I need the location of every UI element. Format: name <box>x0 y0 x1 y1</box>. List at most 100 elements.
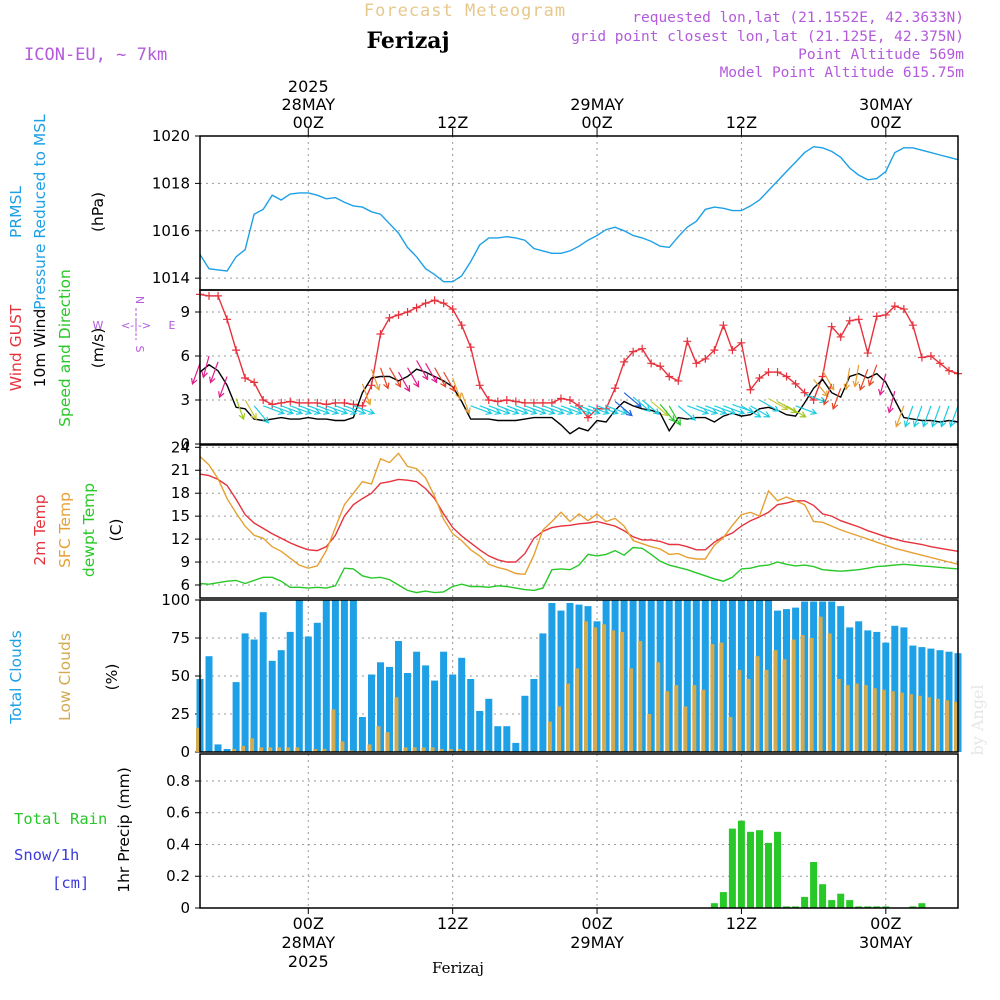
bar-total-rain <box>873 906 881 908</box>
gust-point <box>547 398 556 407</box>
wind-arrow <box>353 405 376 415</box>
bar-total-clouds <box>413 651 421 752</box>
top-time-label: 29MAY <box>570 95 624 114</box>
wind-arrow <box>542 405 565 415</box>
bar-total-rain <box>792 906 800 908</box>
wind-arrow <box>750 405 771 418</box>
bar-low-clouds <box>557 706 561 752</box>
gust-point <box>340 398 349 407</box>
bar-total-rain <box>909 906 917 908</box>
bottom-time-label: 00Z <box>293 914 324 933</box>
bar-low-clouds <box>647 714 652 752</box>
bar-total-clouds <box>548 603 556 752</box>
bar-low-clouds <box>936 698 940 752</box>
gust-point <box>520 398 529 407</box>
wind-arrow <box>867 364 878 387</box>
wind-arrow <box>614 401 633 417</box>
location-title: Ferizaj <box>366 28 449 54</box>
wind-arrow <box>299 405 322 415</box>
gust-point <box>205 291 214 300</box>
gust-point <box>737 338 746 347</box>
bar-low-clouds <box>926 697 931 752</box>
bar-low-clouds <box>954 701 958 752</box>
wind-label: Wind GUST <box>7 304 25 391</box>
clouds-label: Low Clouds <box>56 633 74 721</box>
gust-point <box>908 321 917 330</box>
gust-point <box>800 388 809 397</box>
gust-point <box>259 396 268 404</box>
y-tick-label: 6 <box>180 347 190 365</box>
bar-total-clouds <box>467 679 475 752</box>
gust-point <box>385 313 394 322</box>
bottom-time-label: 28MAY <box>281 933 335 952</box>
gust-point <box>656 362 665 371</box>
bar-low-clouds <box>196 727 200 752</box>
wind-arrow <box>759 399 780 412</box>
wind-arrow <box>370 368 381 392</box>
gust-point <box>926 352 935 360</box>
panel-temperature: 6 9 12 15 18 21 24 <box>171 438 959 599</box>
bar-total-clouds <box>539 633 547 752</box>
y-tick-label: 1018 <box>152 174 190 192</box>
bar-low-clouds <box>232 749 237 752</box>
bar-total-rain <box>737 820 745 908</box>
bar-low-clouds <box>827 633 832 752</box>
gust-point <box>223 315 232 324</box>
y-tick-label: 0 <box>180 435 190 453</box>
bar-low-clouds <box>665 691 670 752</box>
meteogram-title: Forecast Meteogram <box>364 1 566 21</box>
gust-point <box>917 353 926 362</box>
wind-arrow <box>235 398 246 421</box>
gust-point <box>719 321 728 330</box>
pressure-label: (hPa) <box>89 192 107 232</box>
wind-arrow <box>887 391 896 414</box>
gust-point <box>638 344 647 353</box>
bar-low-clouds <box>818 616 823 752</box>
gust-point <box>241 374 250 382</box>
bar-total-clouds <box>349 600 357 752</box>
wind-arrow <box>344 405 367 415</box>
bar-total-rain <box>837 893 845 908</box>
wind-arrow <box>939 405 950 428</box>
wind-arrow <box>569 405 592 415</box>
wind-arrow <box>677 405 697 421</box>
gust-point <box>331 398 340 407</box>
wind-arrow <box>605 405 628 415</box>
series-line-prmsl <box>199 145 959 283</box>
wind-arrow <box>379 367 390 390</box>
bar-low-clouds <box>421 747 426 752</box>
gust-point <box>899 305 908 314</box>
bar-total-clouds <box>205 656 213 752</box>
wind-arrow <box>497 405 520 415</box>
wind-arrow <box>398 371 411 393</box>
bar-total-clouds <box>214 744 222 752</box>
wind-arrow <box>587 405 610 415</box>
temp-label: dewpt Temp <box>80 483 98 577</box>
gust-point <box>728 346 737 355</box>
wind-arrow <box>488 405 511 415</box>
gust-point <box>403 308 412 316</box>
bar-total-clouds <box>440 651 448 752</box>
gust-point <box>394 310 403 319</box>
bar-total-clouds <box>304 636 312 752</box>
bar-low-clouds <box>295 747 300 752</box>
panel-pressure: 1014 1016 1018 1020 <box>152 127 959 291</box>
gust-point <box>214 291 223 300</box>
bar-total-rain <box>855 906 863 908</box>
wind-arrow <box>479 405 502 415</box>
bar-low-clouds <box>584 621 588 752</box>
gust-point <box>629 347 638 356</box>
bar-total-clouds <box>503 726 511 752</box>
bar-total-clouds <box>250 639 258 752</box>
pressure-label: PRMSL <box>7 186 25 238</box>
bar-total-clouds <box>431 680 439 752</box>
gust-point <box>556 394 565 403</box>
bottom-time-label: 2025 <box>288 952 329 971</box>
bar-total-clouds <box>900 627 908 752</box>
gust-point <box>232 346 241 355</box>
footer-location: Ferizaj <box>432 959 484 977</box>
bar-low-clouds <box>638 641 643 752</box>
bar-low-clouds <box>286 747 291 752</box>
gust-point <box>611 384 620 393</box>
bar-low-clouds <box>863 685 868 752</box>
